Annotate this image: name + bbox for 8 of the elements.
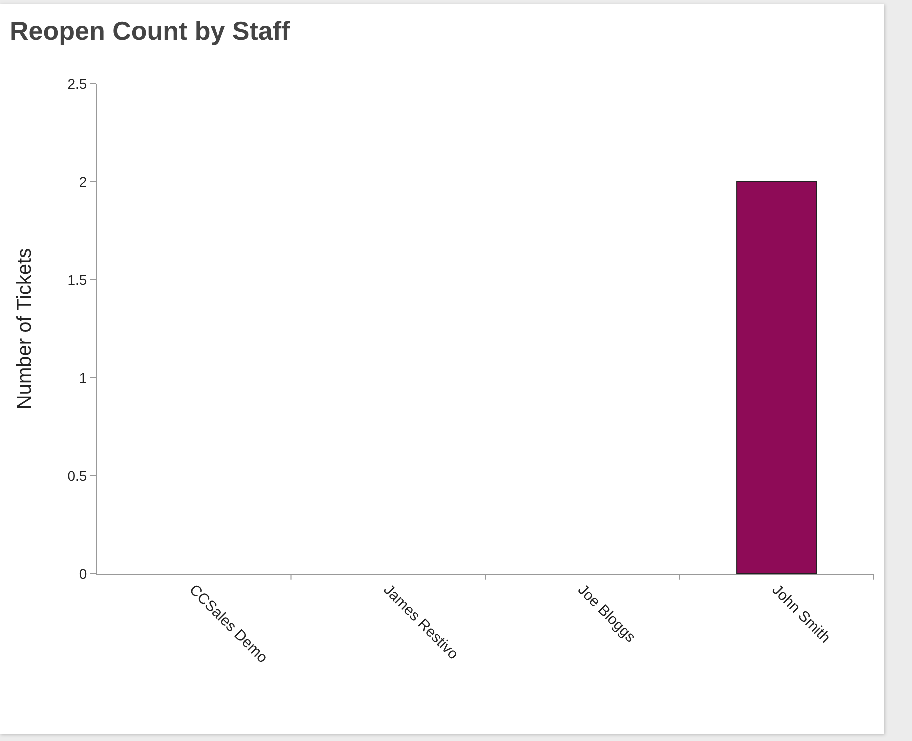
y-tick-label: 1.5 xyxy=(68,272,88,288)
y-axis-title: Number of Tickets xyxy=(14,248,36,410)
y-tick-label: 0 xyxy=(79,566,88,582)
chart-title: Reopen Count by Staff xyxy=(10,16,290,47)
y-tick-label: 2 xyxy=(79,174,88,190)
y-tick-label: 0.5 xyxy=(68,468,88,484)
y-tick-label: 1 xyxy=(79,370,88,386)
y-tick-label: 2.5 xyxy=(68,76,88,92)
